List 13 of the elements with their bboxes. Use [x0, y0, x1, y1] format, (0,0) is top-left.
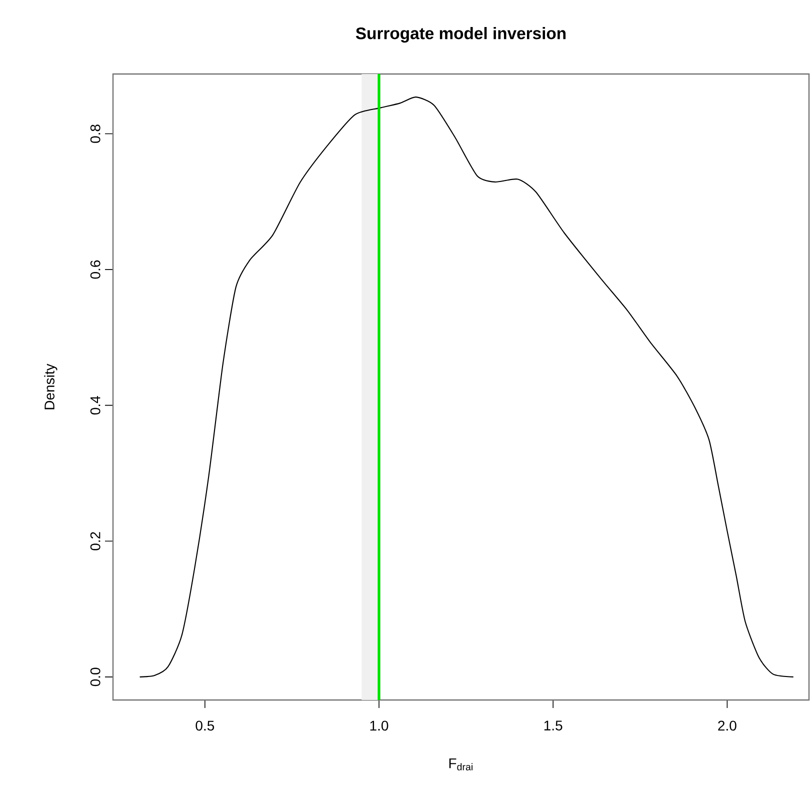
x-tick-label: 1.5 — [544, 720, 562, 730]
y-tick-label: 0.8 — [90, 124, 100, 143]
y-tick-label: 0.6 — [90, 260, 100, 279]
line-series — [139, 96, 794, 678]
y-axis-title: Density — [44, 364, 58, 410]
chart-title: Surrogate model inversion — [356, 27, 566, 43]
x-tick-label: 2.0 — [718, 720, 736, 731]
x-tick-label: 1.0 — [370, 720, 388, 731]
x-tick-label: 0.5 — [196, 720, 214, 731]
y-tick-label: 0.4 — [90, 396, 100, 415]
y-tick-label: 0.2 — [90, 532, 100, 550]
x-axis-title: F$_{drai}$ — [449, 758, 472, 770]
y-tick-label: 0.0 — [90, 668, 100, 686]
